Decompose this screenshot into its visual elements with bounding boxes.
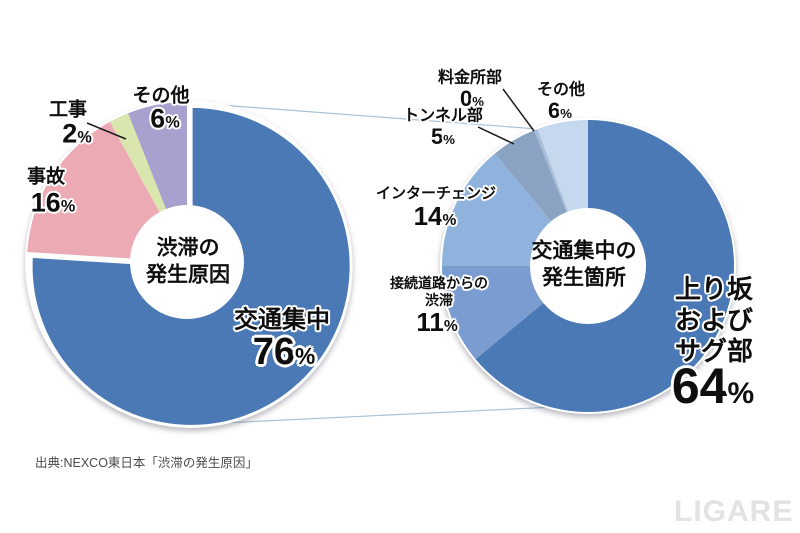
left-slice-label-accident: 事故	[26, 166, 66, 188]
interchange-percent-number: 14	[413, 201, 443, 231]
label-leader-line-1	[502, 88, 535, 132]
right-other-percent-number: 6	[548, 98, 561, 123]
traffic-concentration-percent-number: 76	[252, 331, 295, 373]
right-slice-value-tollgate: 0%	[460, 88, 484, 110]
right-slice-label-connecting-road: 接続道路からの 渋滞	[390, 275, 488, 308]
right-slice-value-other: 6%	[548, 100, 572, 122]
source-citation: 出典:NEXCO東日本「渋滞の発生原因」	[35, 456, 258, 470]
donut-chart-0	[25, 100, 353, 428]
right-slice-label-uphill-sag: 上り坂および サグ部	[674, 274, 753, 367]
uphill-sag-percent-number: 64	[671, 358, 728, 414]
right-slice-label-interchange: インターチェンジ	[375, 185, 497, 202]
percent-sign: %	[60, 197, 76, 216]
percent-sign: %	[560, 106, 572, 121]
donut-0-hole	[130, 205, 244, 319]
ligare-logo-watermark: LIGARE	[674, 495, 794, 528]
percent-sign: %	[443, 318, 458, 335]
left-slice-value-other: 6%	[150, 103, 180, 134]
right-chart-center-title: 交通集中の 発生箇所	[531, 239, 637, 290]
right-slice-label-tollgate: 料金所部	[437, 69, 503, 87]
tunnel-percent-number: 5	[431, 124, 444, 149]
pie-link-connector-line-0	[193, 102, 539, 130]
left-slice-label-other: その他	[132, 85, 190, 107]
right-slice-value-connecting-road: 11%	[416, 309, 457, 335]
percent-sign: %	[295, 343, 316, 369]
donut-1-hole	[530, 208, 646, 324]
left-slice-value-construction: 2%	[62, 118, 92, 149]
right-slice-label-tunnel: トンネル部	[403, 107, 483, 125]
percent-sign: %	[727, 377, 755, 410]
right-slice-value-interchange: 14%	[414, 203, 457, 229]
other-percent-number: 6	[150, 103, 166, 134]
percent-sign: %	[472, 94, 484, 109]
right-slice-label-other: その他	[536, 81, 586, 99]
construction-percent-number: 2	[62, 118, 78, 149]
accident-percent-number: 16	[30, 187, 61, 218]
left-slice-label-construction: 工事	[48, 99, 88, 121]
left-chart-center-title: 渋滞の 発生原因	[146, 236, 230, 287]
connecting-road-percent-number: 11	[416, 307, 444, 337]
right-slice-value-tunnel: 5%	[431, 126, 455, 148]
percent-sign: %	[165, 113, 180, 132]
tollgate-percent-number: 0	[460, 86, 473, 111]
percent-sign: %	[443, 132, 455, 147]
left-slice-value-traffic-concentration: 76%	[253, 333, 316, 371]
donut-chart-1	[440, 118, 736, 414]
percent-sign: %	[77, 128, 92, 147]
left-slice-value-accident: 16%	[30, 187, 76, 218]
right-slice-value-uphill-sag: 64%	[672, 361, 754, 411]
label-leader-line-2	[477, 126, 515, 145]
label-leader-line-0	[86, 122, 127, 140]
percent-sign: %	[442, 212, 457, 229]
left-slice-label-traffic-concentration: 交通集中	[234, 306, 330, 334]
